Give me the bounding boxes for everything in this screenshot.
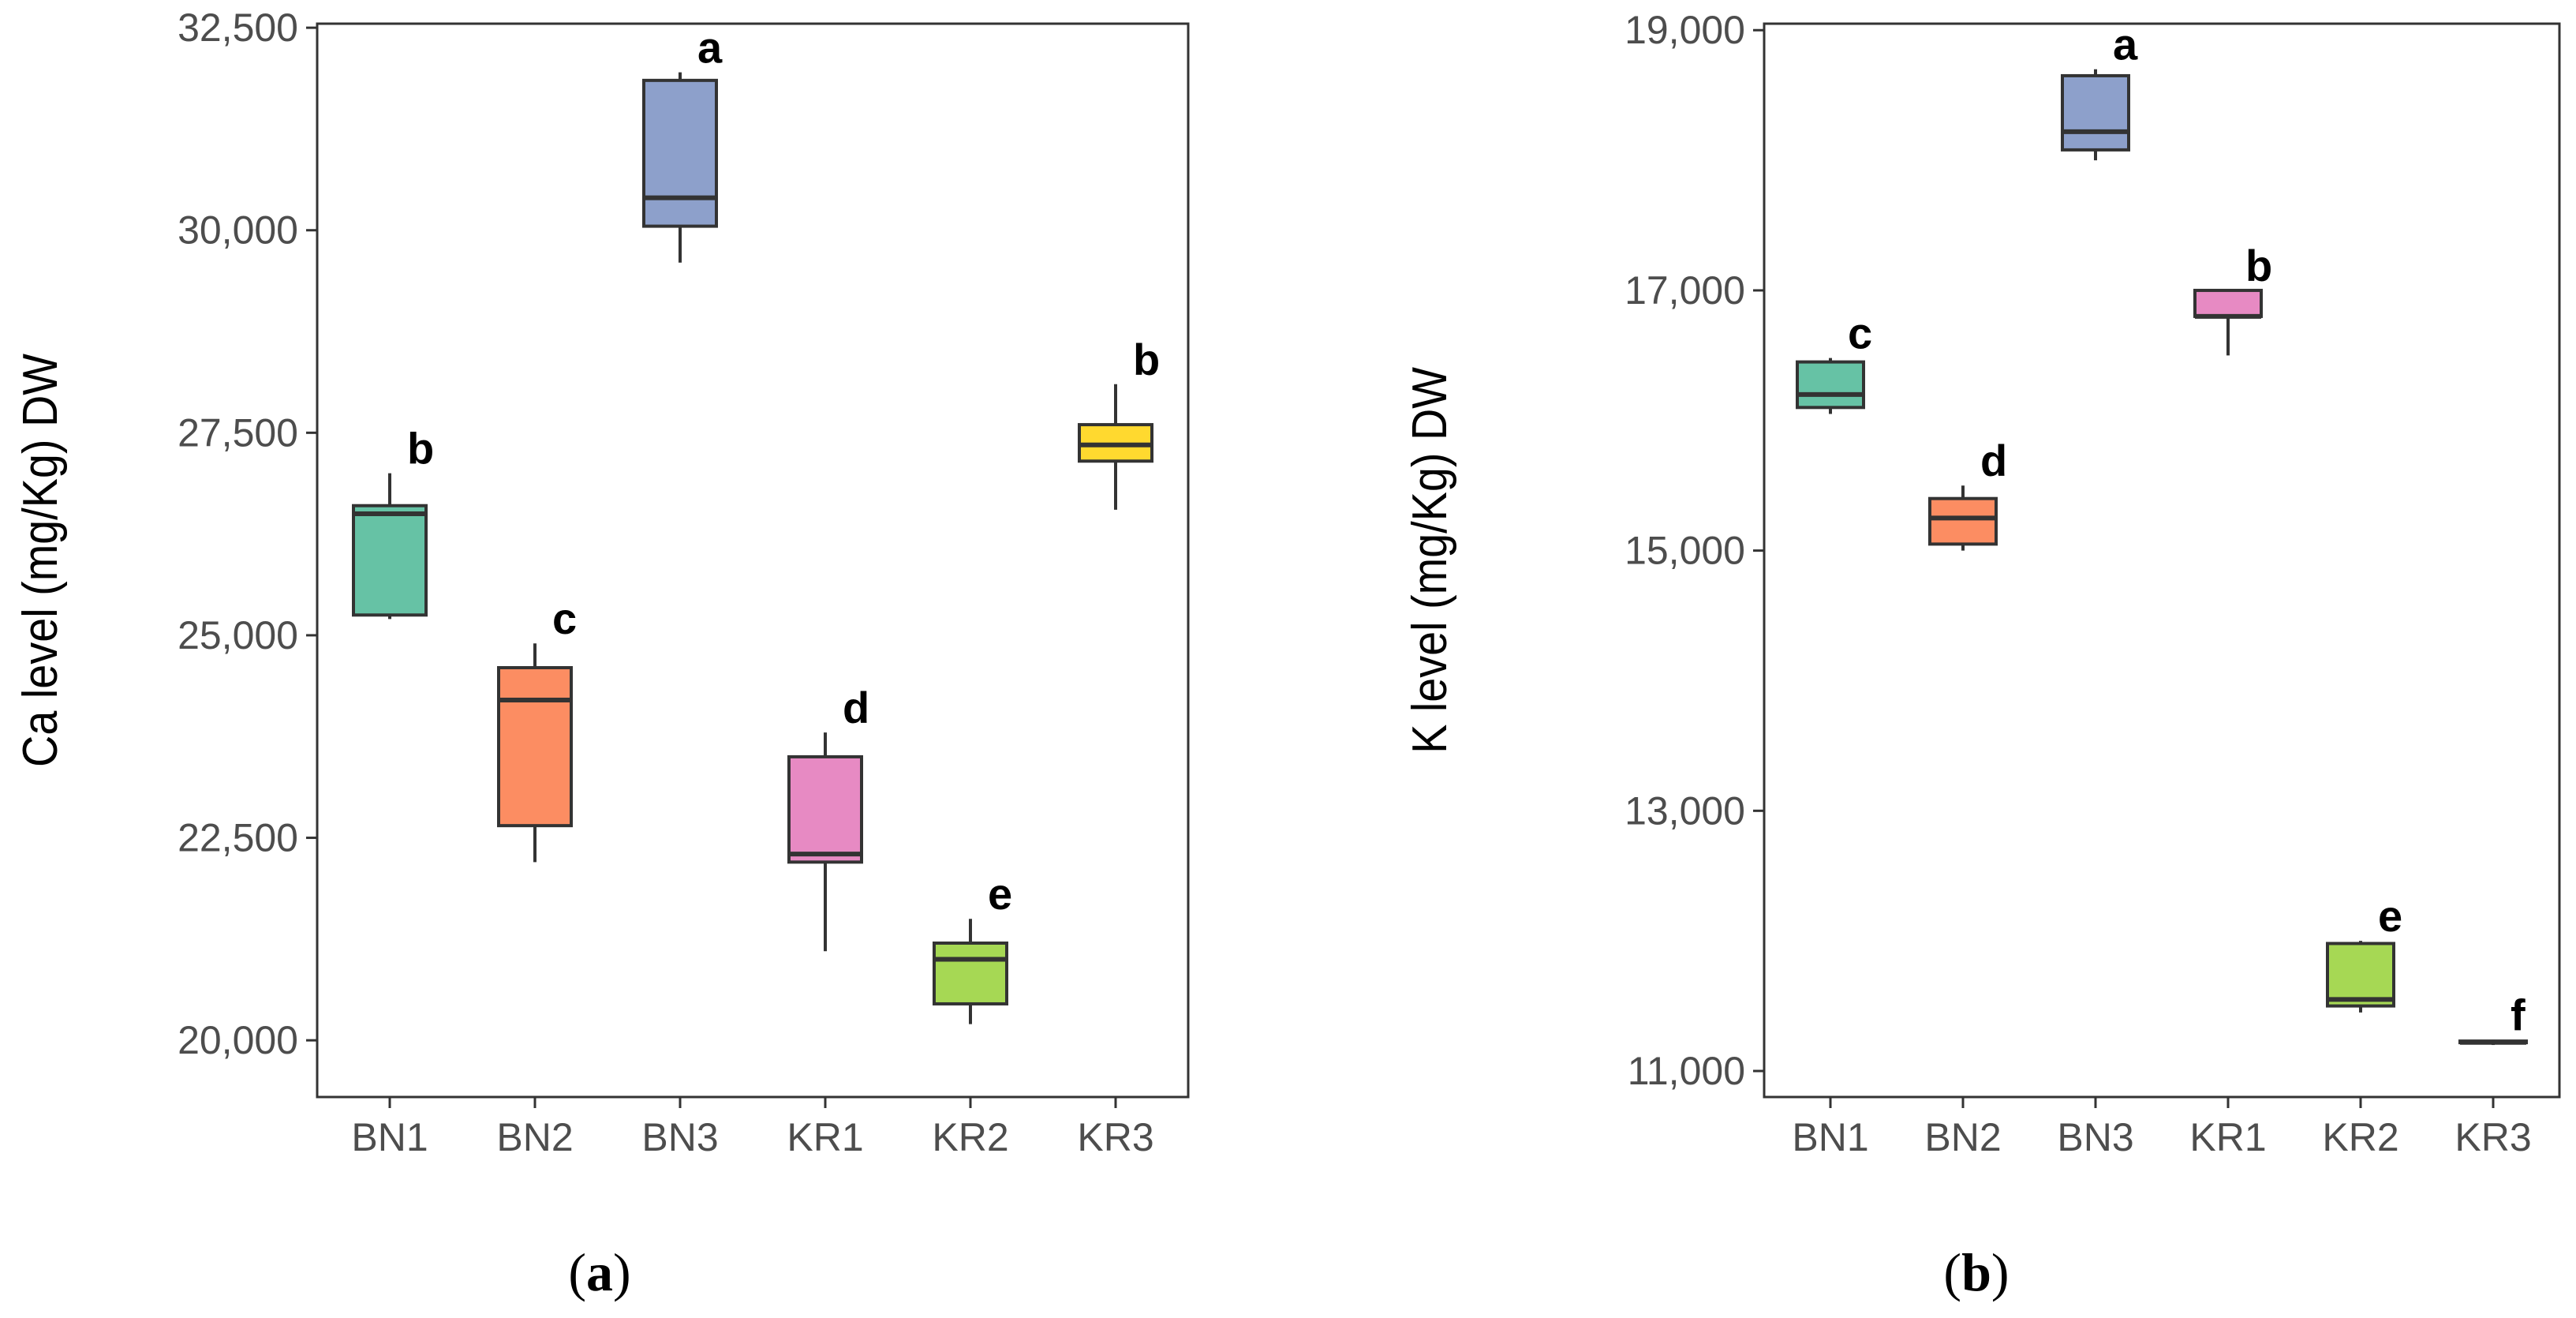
x-tick-label: KR1: [787, 1115, 863, 1159]
x-tick-label: BN1: [1792, 1115, 1868, 1159]
box-body: [787, 754, 863, 864]
box-KR3: b: [1078, 335, 1160, 510]
y-tick-label: 17,000: [1624, 268, 1745, 313]
significance-letter: e: [988, 869, 1012, 919]
panel-label: (b): [1943, 1242, 2009, 1302]
significance-letter: c: [1848, 309, 1872, 358]
y-tick-label: 11,000: [1628, 1049, 1745, 1093]
box-body: [2326, 942, 2395, 1008]
x-tick-label: KR2: [2322, 1115, 2398, 1159]
box-BN1: b: [352, 424, 434, 620]
x-tick-label: BN1: [351, 1115, 428, 1159]
y-tick-label: 25,000: [178, 613, 298, 657]
box-BN2: c: [497, 593, 577, 863]
significance-letter: d: [1980, 436, 2007, 485]
significance-letter: d: [843, 683, 869, 732]
box-body: [2193, 288, 2263, 318]
y-tick-label: 22,500: [178, 816, 298, 860]
x-tick-label: KR2: [932, 1115, 1008, 1159]
box-KR1: b: [2193, 241, 2272, 356]
box-body: [1928, 496, 1998, 546]
x-tick-label: KR1: [2189, 1115, 2266, 1159]
y-tick-label: 15,000: [1624, 529, 1745, 573]
box-BN3: a: [642, 23, 723, 263]
panel-label: (a): [568, 1242, 630, 1302]
plot-border: [316, 22, 1190, 1099]
significance-letter: e: [2378, 891, 2402, 941]
y-tick-label: 13,000: [1624, 788, 1745, 833]
box-KR2: e: [2326, 891, 2402, 1013]
box-BN3: a: [2061, 20, 2138, 161]
box-KR2: e: [933, 869, 1012, 1024]
plot-border: [1763, 22, 2561, 1099]
y-tick-label: 27,500: [178, 410, 298, 455]
significance-letter: c: [552, 593, 577, 643]
significance-letter: b: [407, 424, 434, 474]
box-body: [497, 666, 573, 828]
significance-letter: a: [2113, 20, 2138, 69]
chart-panel-b: 11,000 13,000 15,000 17,000 19,000 K level (m…: [1403, 8, 2561, 1302]
box-BN2: d: [1928, 436, 2007, 551]
box-body: [933, 941, 1008, 1005]
box-BN1: c: [1796, 309, 1872, 414]
x-tick-label: KR3: [1077, 1115, 1153, 1159]
chart-panel-a: 20,000 22,500 25,000 27,500 30,000 32,500 Ca l…: [13, 6, 1190, 1302]
significance-letter: f: [2511, 990, 2526, 1039]
box-body: [642, 78, 718, 228]
y-tick-label: 19,000: [1624, 8, 1745, 52]
significance-letter: b: [1133, 335, 1160, 384]
x-tick-label: KR3: [2454, 1115, 2531, 1159]
x-tick-label: BN2: [496, 1115, 573, 1159]
y-axis-title: Ca level (mg/Kg) DW: [13, 354, 67, 767]
significance-letter: b: [2245, 241, 2272, 290]
box-body: [1796, 360, 1865, 410]
box-body: [2061, 73, 2130, 152]
box-KR1: d: [787, 683, 869, 952]
y-tick-label: 30,000: [178, 208, 298, 253]
x-tick-label: BN3: [641, 1115, 718, 1159]
y-axis-title: K level (mg/Kg) DW: [1403, 367, 1456, 754]
significance-letter: a: [697, 23, 723, 73]
x-tick-label: BN3: [2057, 1115, 2133, 1159]
y-tick-label: 20,000: [178, 1018, 298, 1062]
box-KR3: f: [2458, 990, 2528, 1046]
box-body: [352, 504, 428, 617]
x-tick-label: BN2: [1924, 1115, 2001, 1159]
y-tick-label: 32,500: [178, 6, 298, 50]
